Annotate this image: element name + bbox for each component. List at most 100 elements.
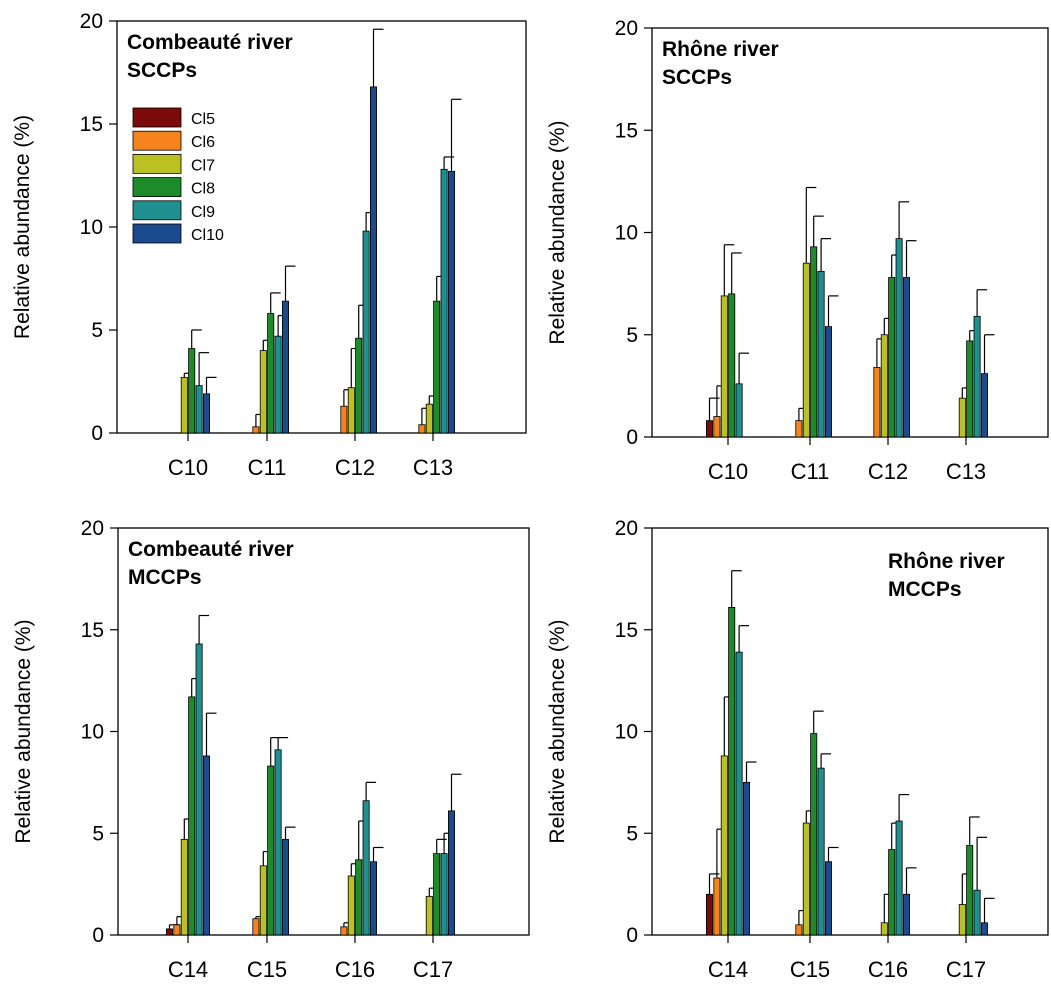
bar-cl9-c10	[195, 385, 203, 434]
bar-cl6-c16	[340, 926, 348, 936]
panel-title-line: Combeauté river	[128, 538, 294, 561]
x-tick-label: C10	[708, 459, 748, 484]
bar-cl9-c10	[735, 383, 743, 438]
bar-cl6-c11	[795, 420, 803, 438]
x-tick-label: C14	[168, 957, 208, 982]
x-tick-label: C13	[946, 459, 986, 484]
bar-cl6-c12	[340, 405, 348, 434]
y-tick-label: 15	[80, 113, 103, 136]
bar-cl6-c12	[873, 367, 881, 438]
x-tick-label: C12	[868, 459, 908, 484]
legend-label: Cl7	[191, 157, 215, 174]
bar-cl6-c15	[252, 918, 260, 936]
bar-cl7-c17	[958, 904, 966, 936]
y-tick-label: 20	[615, 517, 638, 540]
y-axis-label: Relative abundance (%)	[546, 120, 569, 344]
panel-title: Combeauté river MCCPs	[128, 538, 294, 589]
panel-title-line: MCCPs	[888, 578, 962, 601]
y-tick-label: 0	[626, 924, 638, 947]
x-tick-label: C17	[946, 957, 986, 982]
bar-cl8-c11	[810, 246, 818, 438]
legend-swatch-cl10	[132, 223, 182, 244]
bar-cl6-c15	[795, 924, 803, 936]
bar-cl10-c14	[743, 781, 751, 936]
bar-cl7-c13	[425, 403, 433, 434]
bar-cl8-c13	[966, 340, 974, 438]
panel-title-line: Rhône river	[888, 550, 1005, 573]
legend-label: Cl9	[191, 204, 215, 221]
bar-cl9-c15	[817, 767, 825, 936]
y-tick-label: 15	[81, 619, 104, 642]
bar-cl5-c14	[706, 893, 714, 936]
legend-swatch-cl9	[132, 200, 182, 221]
bar-cl10-c15	[825, 861, 833, 936]
bar-cl8-c14	[728, 606, 736, 936]
y-tick-label: 20	[615, 17, 638, 40]
panel-2: 0 5 10 15 20 Relative abundance (%) C10 C11 C12 C…	[546, 17, 1049, 484]
y-tick-label: 10	[81, 721, 104, 744]
bar-cl8-c11	[267, 313, 275, 434]
bar-cl9-c12	[895, 238, 903, 438]
bar-cl7-c14	[720, 755, 728, 936]
y-tick-label: 10	[80, 216, 103, 239]
y-axis-label: Relative abundance (%)	[11, 115, 34, 339]
legend: Cl5 Cl6 Cl7 Cl8 Cl9 Cl10	[132, 107, 224, 244]
bar-cl7-c11	[259, 350, 267, 434]
bar-cl8-c17	[966, 845, 974, 936]
bar-cl7-c12	[880, 334, 888, 438]
bar-cl9-c14	[195, 643, 203, 936]
bar-cl10-c13	[981, 373, 989, 438]
bar-cl10-c11	[825, 326, 833, 438]
bar-cl8-c17	[433, 853, 441, 936]
y-tick-label: 10	[615, 721, 638, 744]
panel-title-line: MCCPs	[128, 566, 202, 589]
bar-cl7-c12	[347, 387, 355, 434]
bar-cl9-c17	[440, 853, 448, 936]
y-tick-label: 20	[81, 517, 104, 540]
bar-cl9-c13	[440, 168, 448, 434]
x-tick-label: C13	[413, 455, 453, 480]
bar-cl9-c11	[817, 270, 825, 438]
bar-cl7-c15	[259, 865, 267, 936]
bar-cl9-c16	[362, 800, 370, 936]
panel-title-line: Combeauté river	[127, 31, 293, 54]
bar-cl7-c15	[802, 822, 810, 936]
legend-label: Cl5	[191, 111, 215, 128]
bar-cl7-c16	[880, 922, 888, 936]
y-tick-label: 5	[626, 822, 638, 845]
panel-1: 0 5 10 15 20 Relative abundance (%) C10 C11 C12 C…	[11, 10, 527, 480]
bar-cl9-c12	[362, 230, 370, 434]
bar-cl8-c13	[433, 300, 441, 434]
bar-cl7-c11	[802, 262, 810, 438]
y-tick-label: 0	[626, 426, 638, 449]
legend-label: Cl8	[191, 181, 215, 198]
bar-cl6-c14	[173, 924, 181, 936]
bar-cl8-c14	[188, 696, 196, 936]
legend-swatch-cl6	[132, 130, 182, 151]
bar-cl7-c16	[347, 875, 355, 936]
bar-cl9-c14	[735, 651, 743, 936]
x-tick-label: C16	[335, 957, 375, 982]
x-tick-label: C15	[790, 957, 830, 982]
bar-cl6-c11	[252, 426, 260, 434]
bar-cl8-c15	[810, 733, 818, 936]
x-tick-label: C10	[168, 455, 208, 480]
bar-cl10-c14	[202, 755, 210, 936]
bar-cl7-c13	[958, 397, 966, 438]
bar-cl9-c11	[274, 335, 282, 434]
bar-cl7-c14	[180, 838, 188, 936]
bar-cl8-c16	[355, 859, 363, 936]
bar-cl10-c16	[369, 861, 377, 936]
bar-cl5-c14	[165, 928, 173, 936]
bar-cl8-c12	[888, 277, 896, 438]
bar-cl7-c17	[425, 895, 433, 936]
panel-title-line: Rhône river	[662, 38, 779, 61]
bar-cl9-c16	[895, 820, 903, 936]
bar-cl6-c10	[713, 416, 721, 438]
bar-cl9-c13	[973, 315, 981, 438]
panel-title-line: SCCPs	[127, 59, 197, 82]
bar-cl6-c14	[713, 877, 721, 936]
y-axis-label: Relative abundance (%)	[12, 619, 35, 843]
panel-3: 0 5 10 15 20 Relative abundance (%) C14 C15 C16 C…	[12, 517, 530, 982]
